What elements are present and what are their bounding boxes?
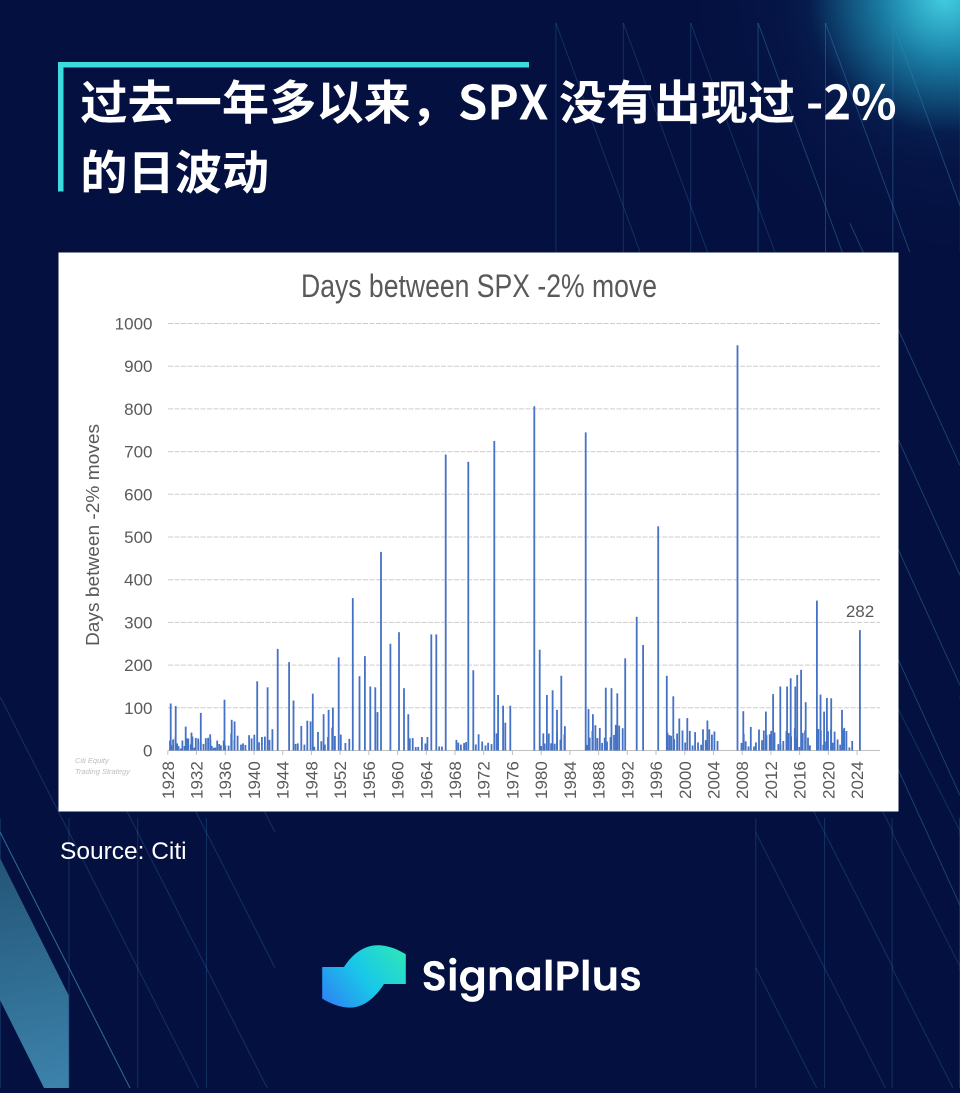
svg-text:Source: Citi: Source: Citi	[60, 838, 187, 865]
svg-text:1928: 1928	[159, 761, 178, 799]
svg-text:800: 800	[124, 400, 152, 419]
svg-text:1956: 1956	[360, 761, 379, 799]
svg-text:1984: 1984	[561, 761, 580, 799]
svg-text:1932: 1932	[188, 761, 207, 799]
svg-text:900: 900	[124, 357, 152, 376]
svg-text:1968: 1968	[446, 761, 465, 799]
svg-text:Trading Strategy: Trading Strategy	[75, 767, 131, 776]
svg-text:600: 600	[124, 485, 152, 504]
svg-text:1948: 1948	[302, 761, 321, 799]
svg-text:Days between -2% moves: Days between -2% moves	[83, 424, 103, 646]
svg-text:1940: 1940	[245, 761, 264, 799]
svg-text:500: 500	[124, 528, 152, 547]
svg-text:1988: 1988	[590, 761, 609, 799]
svg-text:1952: 1952	[331, 761, 350, 799]
svg-text:1976: 1976	[503, 761, 522, 799]
svg-text:300: 300	[124, 613, 152, 632]
svg-text:2000: 2000	[676, 761, 695, 799]
svg-text:1936: 1936	[216, 761, 235, 799]
svg-text:2012: 2012	[762, 761, 781, 799]
svg-text:2024: 2024	[848, 761, 867, 799]
svg-text:282: 282	[846, 602, 874, 621]
svg-text:1972: 1972	[475, 761, 494, 799]
svg-text:0: 0	[143, 742, 152, 761]
svg-text:1944: 1944	[274, 761, 293, 799]
svg-text:1996: 1996	[647, 761, 666, 799]
svg-text:2008: 2008	[733, 761, 752, 799]
svg-text:1960: 1960	[389, 761, 408, 799]
svg-text:1980: 1980	[532, 761, 551, 799]
svg-text:200: 200	[124, 656, 152, 675]
svg-text:400: 400	[124, 571, 152, 590]
svg-text:2020: 2020	[819, 761, 838, 799]
svg-text:2004: 2004	[705, 761, 724, 799]
svg-text:100: 100	[124, 699, 152, 718]
svg-text:1992: 1992	[618, 761, 637, 799]
svg-text:1964: 1964	[417, 761, 436, 799]
svg-text:1000: 1000	[115, 315, 153, 334]
svg-text:Citi Equity: Citi Equity	[75, 756, 110, 765]
svg-text:2016: 2016	[791, 761, 810, 799]
svg-text:Days between SPX -2% move: Days between SPX -2% move	[301, 268, 657, 304]
svg-text:700: 700	[124, 443, 152, 462]
